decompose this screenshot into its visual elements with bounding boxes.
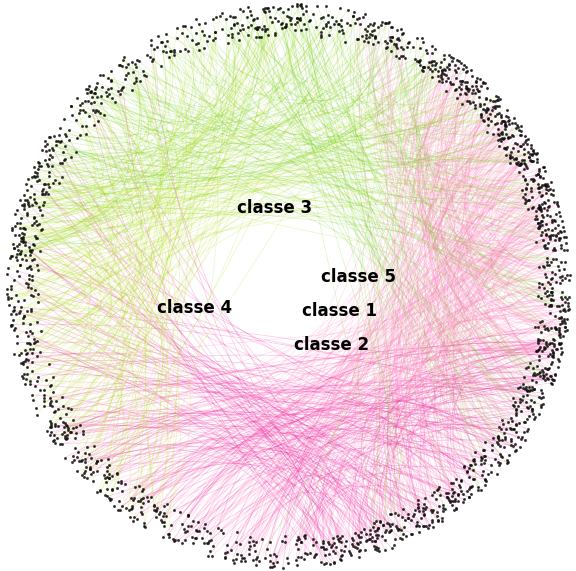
Text: classe 3: classe 3 [237,199,312,218]
Text: classe 2: classe 2 [294,336,369,355]
Text: classe 4: classe 4 [157,299,232,317]
Text: classe 5: classe 5 [321,268,396,286]
Text: classe 1: classe 1 [302,302,377,320]
